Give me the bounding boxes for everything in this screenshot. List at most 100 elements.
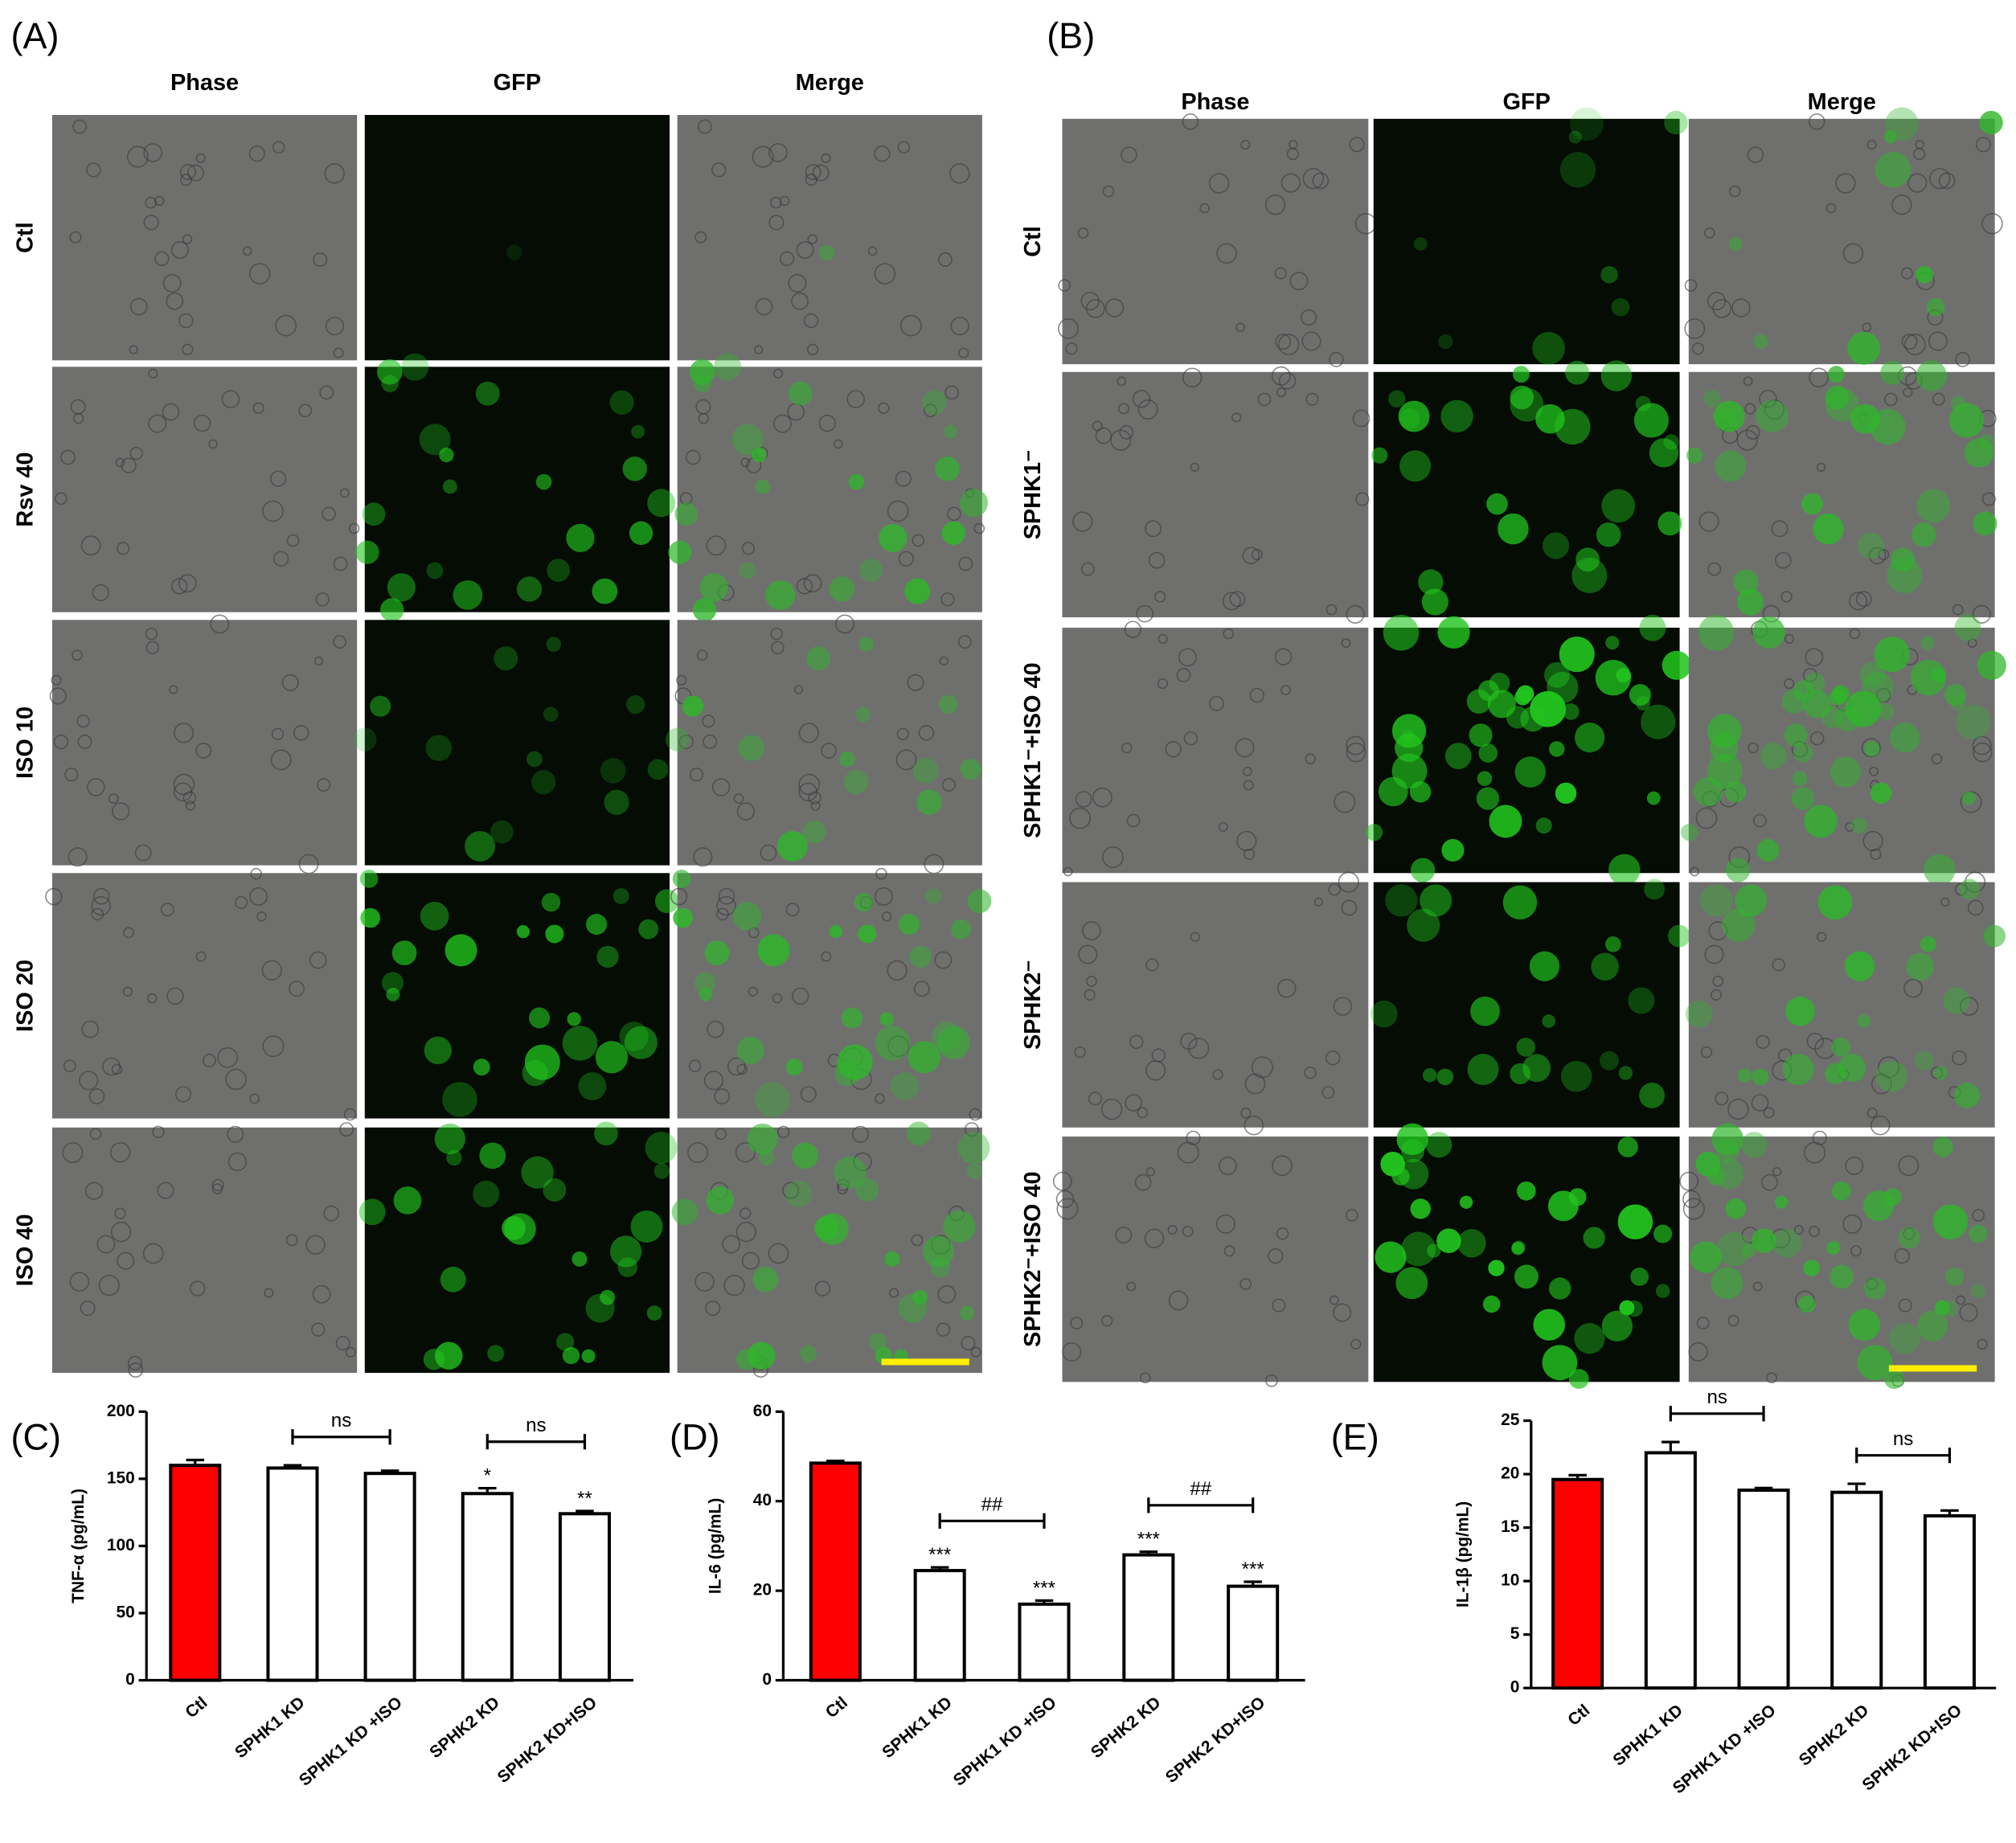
cell: [1274, 267, 1287, 280]
gfp-cell: [1611, 297, 1630, 317]
gfp-cell: [1680, 823, 1698, 842]
gfp-cell: [925, 887, 942, 904]
y-tick-label: 40: [753, 1491, 772, 1509]
cell: [846, 390, 865, 408]
cell: [1772, 1167, 1782, 1177]
cell: [1243, 780, 1254, 791]
x-tick-label: Ctl: [822, 1694, 851, 1722]
cell: [803, 313, 819, 329]
cell: [72, 119, 88, 134]
cell: [112, 802, 130, 821]
gfp-cell: [1657, 511, 1682, 536]
gfp-cell: [439, 447, 454, 463]
gfp-cell: [546, 637, 562, 652]
gfp-cell: [1891, 547, 1916, 572]
cell: [1085, 299, 1105, 318]
cell: [1956, 1295, 1966, 1305]
significance: **: [577, 1488, 592, 1509]
cell: [315, 592, 330, 607]
gfp-cell: [600, 1289, 616, 1305]
cell: [324, 163, 345, 184]
cell: [1688, 1341, 1708, 1362]
cell: [1938, 172, 1956, 190]
cell: [1698, 511, 1719, 532]
cell: [261, 960, 282, 981]
cell: [938, 252, 953, 267]
cell: [1085, 975, 1097, 987]
gfp-cell: [442, 479, 457, 494]
cell: [867, 246, 878, 256]
image-bg: [1062, 882, 1369, 1128]
gfp-cell: [1876, 1061, 1907, 1092]
cell: [1145, 1167, 1155, 1177]
gfp-cell: [935, 457, 960, 481]
cell: [1747, 146, 1764, 163]
cell: [1137, 1107, 1149, 1119]
cell: [1277, 334, 1300, 355]
cell: [1928, 331, 1948, 351]
gfp-cell: [785, 1059, 803, 1076]
gfp-cell: [1608, 854, 1641, 886]
cell: [1329, 352, 1344, 367]
cell: [670, 887, 688, 906]
cell: [1772, 958, 1785, 972]
cell: [211, 1178, 224, 1192]
gfp-cell: [1752, 1228, 1776, 1254]
cell: [685, 449, 701, 465]
cell: [798, 723, 819, 743]
gfp-cell: [736, 1036, 764, 1065]
cell: [702, 715, 715, 728]
gfp-cell: [912, 757, 939, 784]
cell: [98, 1275, 121, 1296]
cell: [323, 1205, 340, 1222]
significance: ***: [1242, 1558, 1264, 1580]
cell: [1932, 392, 1945, 406]
gfp-cell: [1422, 1068, 1437, 1083]
gfp-cell: [1391, 753, 1428, 789]
gfp-cell: [776, 830, 808, 862]
gfp-cell: [543, 1178, 567, 1202]
gfp-cell: [1959, 878, 1981, 900]
gfp-cell: [672, 870, 691, 888]
cell: [1055, 1190, 1075, 1209]
gfp-cell: [1883, 1369, 1904, 1389]
gfp-cell: [1877, 703, 1895, 720]
cell: [1136, 604, 1154, 623]
gfp-cell: [529, 1007, 551, 1029]
bar: [1644, 1451, 1697, 1690]
gfp-cell: [792, 1142, 818, 1169]
image-bg: [1688, 627, 1995, 874]
cell: [102, 1057, 121, 1076]
cell: [1080, 291, 1100, 311]
gfp-cell: [479, 1142, 506, 1169]
cell: [1244, 1073, 1266, 1095]
gfp-cell: [1756, 838, 1780, 862]
cell: [936, 1322, 951, 1337]
gfp-cell: [1655, 1284, 1670, 1298]
gfp-cell: [713, 353, 742, 381]
cell: [1235, 738, 1255, 758]
gfp-cell: [487, 1345, 505, 1362]
cell: [770, 627, 783, 641]
gfp-cell: [1964, 438, 1994, 468]
column-header: Merge: [1808, 89, 1876, 115]
cell: [1849, 628, 1861, 640]
gfp-cell: [1725, 1198, 1746, 1219]
cell: [248, 263, 271, 285]
gfp-cell: [531, 769, 556, 795]
gfp-cell: [562, 1346, 580, 1365]
cell: [166, 987, 184, 1005]
cell: [754, 345, 764, 354]
bar: [1551, 1477, 1604, 1690]
cell: [779, 251, 795, 267]
gfp-cell: [1774, 1195, 1789, 1209]
cell: [146, 993, 158, 1004]
cell: [1341, 899, 1358, 916]
cell: [92, 584, 109, 601]
gfp-cell: [699, 987, 713, 1001]
gfp-cell: [524, 1044, 560, 1080]
gfp-cell: [1875, 152, 1912, 188]
cell: [248, 145, 265, 162]
micrograph: [359, 1121, 678, 1374]
